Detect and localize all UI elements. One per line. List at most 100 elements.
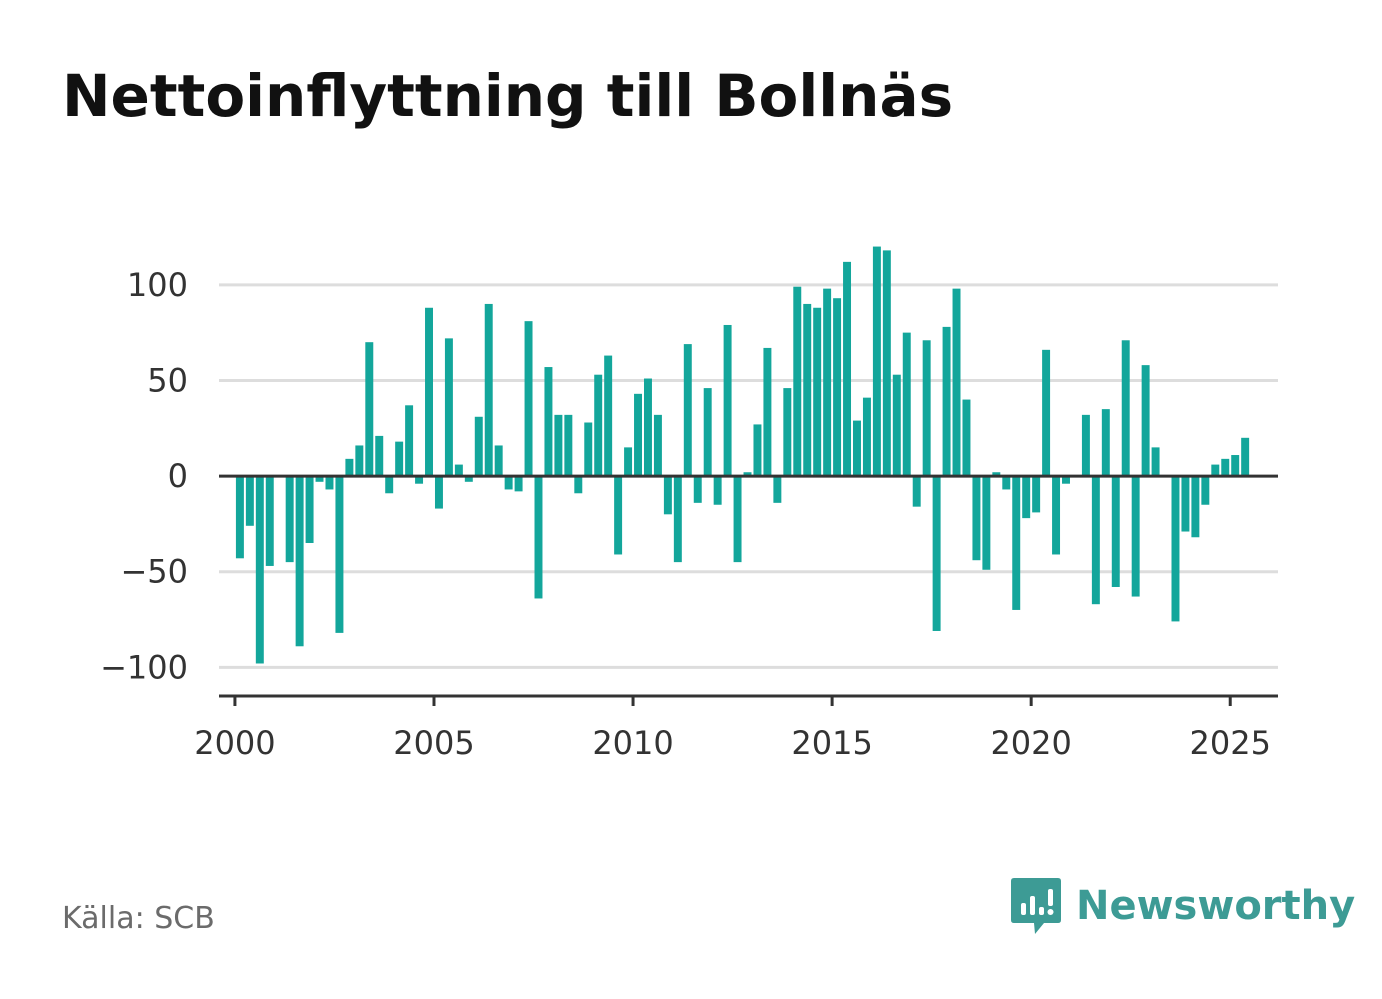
bar — [504, 476, 513, 490]
bar — [723, 324, 732, 477]
bar — [853, 420, 861, 477]
bar — [992, 472, 1001, 477]
bar — [1201, 476, 1210, 505]
y-tick-label: 100 — [127, 266, 188, 304]
bar — [683, 344, 692, 477]
bar — [295, 476, 304, 647]
bar — [484, 303, 493, 477]
bar — [1241, 437, 1250, 477]
bar — [1181, 476, 1190, 532]
bar — [255, 476, 264, 664]
bar — [385, 476, 394, 494]
bar — [803, 303, 812, 477]
bar — [425, 307, 433, 477]
y-tick-labels: 100 50 0 −50 −100 — [100, 266, 188, 687]
bar — [773, 476, 782, 503]
bar — [813, 307, 822, 477]
bar — [544, 367, 553, 477]
bar — [862, 397, 871, 477]
bar — [932, 476, 941, 631]
bar — [464, 476, 473, 482]
bar — [1211, 464, 1220, 477]
bar — [673, 476, 682, 563]
bar — [763, 347, 772, 477]
bar — [554, 414, 563, 477]
x-tick-label: 2020 — [990, 724, 1071, 762]
bar — [534, 476, 543, 599]
bar — [1042, 349, 1051, 477]
bar — [982, 476, 991, 570]
bar — [624, 447, 633, 477]
y-tick-label: −100 — [100, 648, 188, 686]
bar — [793, 286, 802, 477]
bar — [882, 250, 891, 477]
bar — [434, 476, 443, 509]
bar — [305, 476, 314, 543]
bar — [315, 476, 324, 482]
x-tick-label: 2025 — [1190, 724, 1271, 762]
bar — [942, 326, 951, 477]
bar — [753, 424, 762, 477]
bar — [564, 414, 573, 477]
bar — [643, 378, 652, 477]
bar — [365, 342, 374, 477]
bar — [902, 332, 911, 477]
bar — [892, 374, 901, 477]
bar — [843, 261, 852, 477]
bar — [912, 476, 921, 507]
bar — [1091, 476, 1100, 605]
bar — [1062, 476, 1070, 484]
bar — [325, 476, 334, 490]
bar — [1171, 476, 1180, 622]
bar — [663, 476, 672, 515]
x-tick-label: 2000 — [194, 724, 275, 762]
bar — [693, 476, 702, 503]
y-tick-label: −50 — [120, 553, 188, 591]
bar — [653, 414, 662, 477]
bar — [355, 445, 364, 477]
bar — [922, 340, 931, 477]
bar — [584, 422, 593, 477]
bar — [235, 476, 244, 559]
y-tick-label: 50 — [147, 361, 188, 399]
bar — [952, 288, 961, 477]
x-tick-label: 2015 — [791, 724, 872, 762]
bar — [395, 441, 404, 477]
bar — [524, 321, 533, 477]
bar — [823, 288, 832, 477]
x-tick-label: 2005 — [393, 724, 474, 762]
brand-name: Newsworthy — [1076, 883, 1356, 929]
source-note: Källa: SCB — [62, 901, 215, 936]
bar — [1012, 476, 1021, 610]
bar — [743, 472, 752, 477]
bar — [335, 476, 344, 633]
bar — [972, 476, 981, 561]
chart-title: Nettoinflyttning till Bollnäs — [62, 62, 954, 130]
bar — [405, 405, 414, 477]
bar — [415, 476, 424, 484]
bar — [265, 476, 274, 566]
bar — [1191, 476, 1200, 538]
bar — [444, 338, 453, 477]
brand-logo: Newsworthy — [1010, 876, 1355, 936]
bar — [1231, 455, 1240, 477]
bar — [1121, 340, 1130, 477]
x-tick-labels: 2000 2005 2010 2015 2020 2025 — [194, 696, 1271, 762]
gridlines — [219, 283, 1278, 669]
bar — [1141, 365, 1150, 477]
bar — [634, 393, 643, 477]
bar — [604, 355, 613, 477]
bar — [703, 388, 712, 477]
bar — [1221, 458, 1230, 477]
bar — [285, 476, 294, 563]
bar — [454, 464, 463, 477]
bar — [1111, 476, 1120, 587]
bar — [345, 458, 354, 477]
newsworthy-logo-icon — [1011, 878, 1061, 934]
bar — [514, 476, 523, 492]
bar — [1101, 409, 1110, 477]
bar — [594, 374, 603, 477]
bar — [614, 476, 623, 555]
y-tick-label: 0 — [168, 457, 188, 495]
